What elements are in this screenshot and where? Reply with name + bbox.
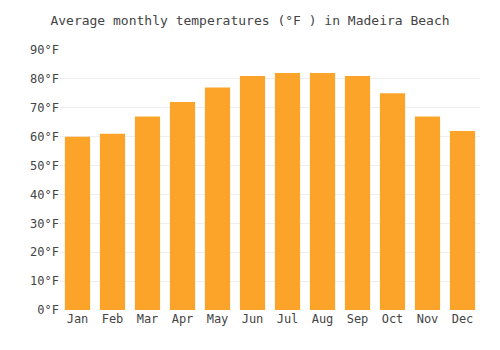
svg-text:Dec: Dec: [452, 312, 474, 326]
svg-text:Jul: Jul: [277, 312, 299, 326]
svg-text:Jun: Jun: [242, 312, 264, 326]
svg-text:30°F: 30°F: [30, 217, 59, 231]
svg-text:May: May: [207, 312, 229, 326]
svg-text:80°F: 80°F: [30, 72, 59, 86]
svg-text:Mar: Mar: [137, 312, 159, 326]
svg-text:90°F: 90°F: [30, 43, 59, 57]
svg-text:50°F: 50°F: [30, 159, 59, 173]
svg-text:Apr: Apr: [172, 312, 194, 326]
svg-text:70°F: 70°F: [30, 101, 59, 115]
svg-text:0°F: 0°F: [37, 303, 59, 317]
svg-text:Aug: Aug: [312, 312, 334, 326]
svg-text:10°F: 10°F: [30, 274, 59, 288]
svg-text:60°F: 60°F: [30, 130, 59, 144]
svg-text:Average monthly temperatures (: Average monthly temperatures (°F ) in Ma…: [50, 13, 449, 28]
svg-text:Nov: Nov: [417, 312, 439, 326]
svg-text:Feb: Feb: [102, 312, 124, 326]
svg-text:40°F: 40°F: [30, 188, 59, 202]
svg-text:20°F: 20°F: [30, 245, 59, 259]
svg-text:Oct: Oct: [382, 312, 404, 326]
svg-text:Jan: Jan: [67, 312, 89, 326]
svg-text:Sep: Sep: [347, 312, 369, 326]
